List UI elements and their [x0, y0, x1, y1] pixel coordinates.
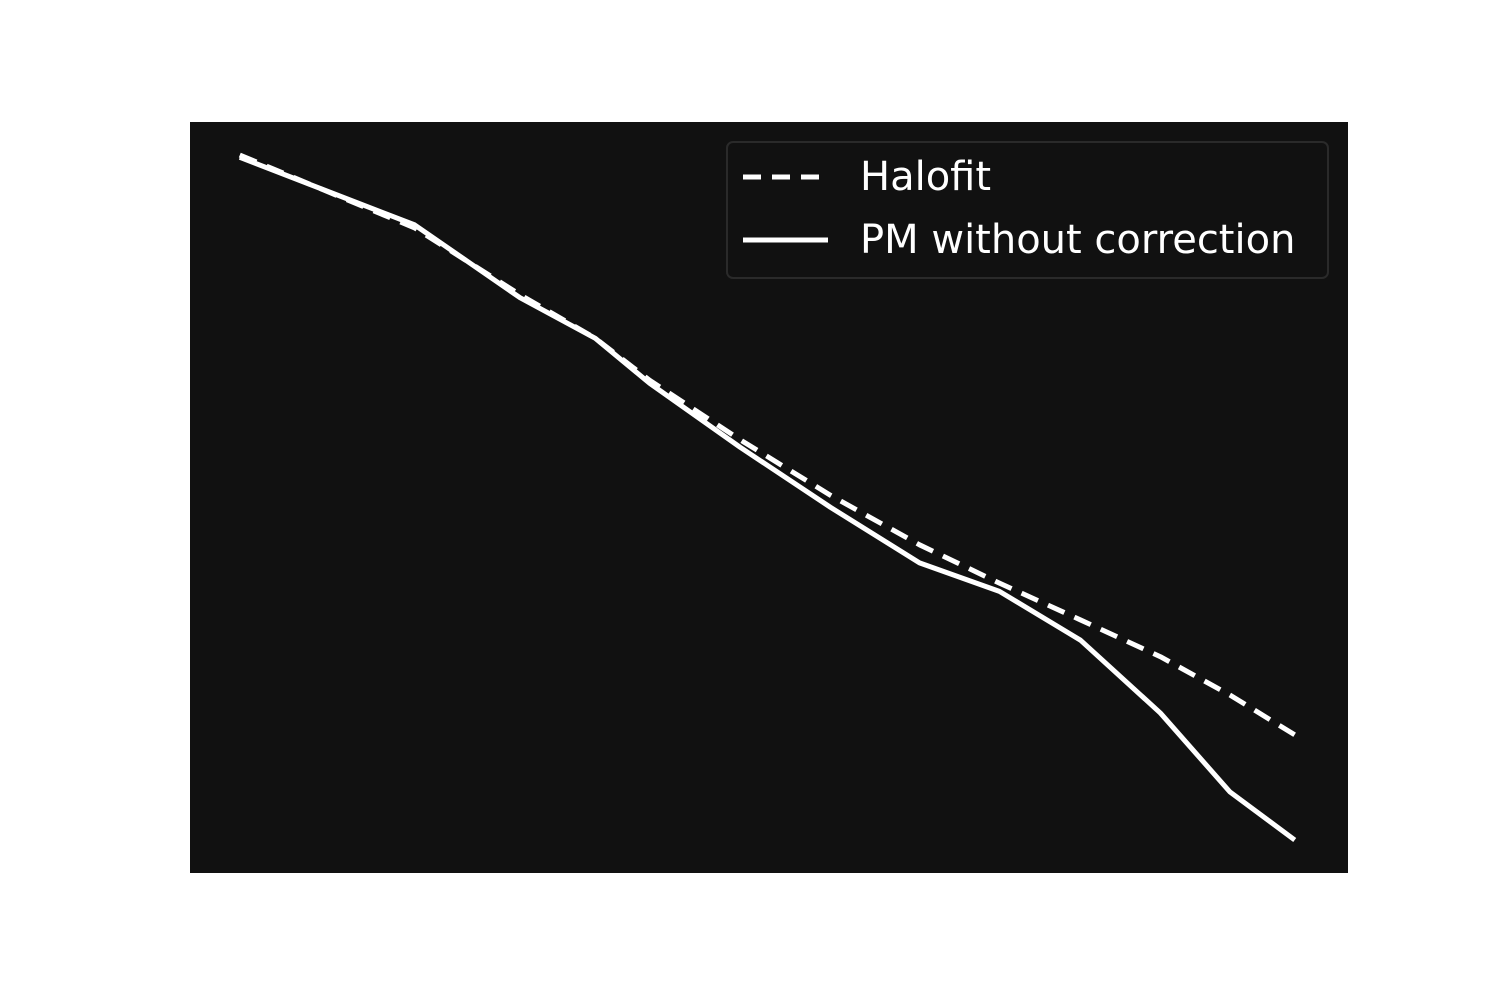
series-line: [238, 154, 1297, 842]
legend-label: PM without correction: [860, 217, 1295, 263]
legend-label: Halofit: [860, 154, 991, 200]
series-line: [238, 152, 1297, 737]
legend-box: [726, 141, 1329, 279]
